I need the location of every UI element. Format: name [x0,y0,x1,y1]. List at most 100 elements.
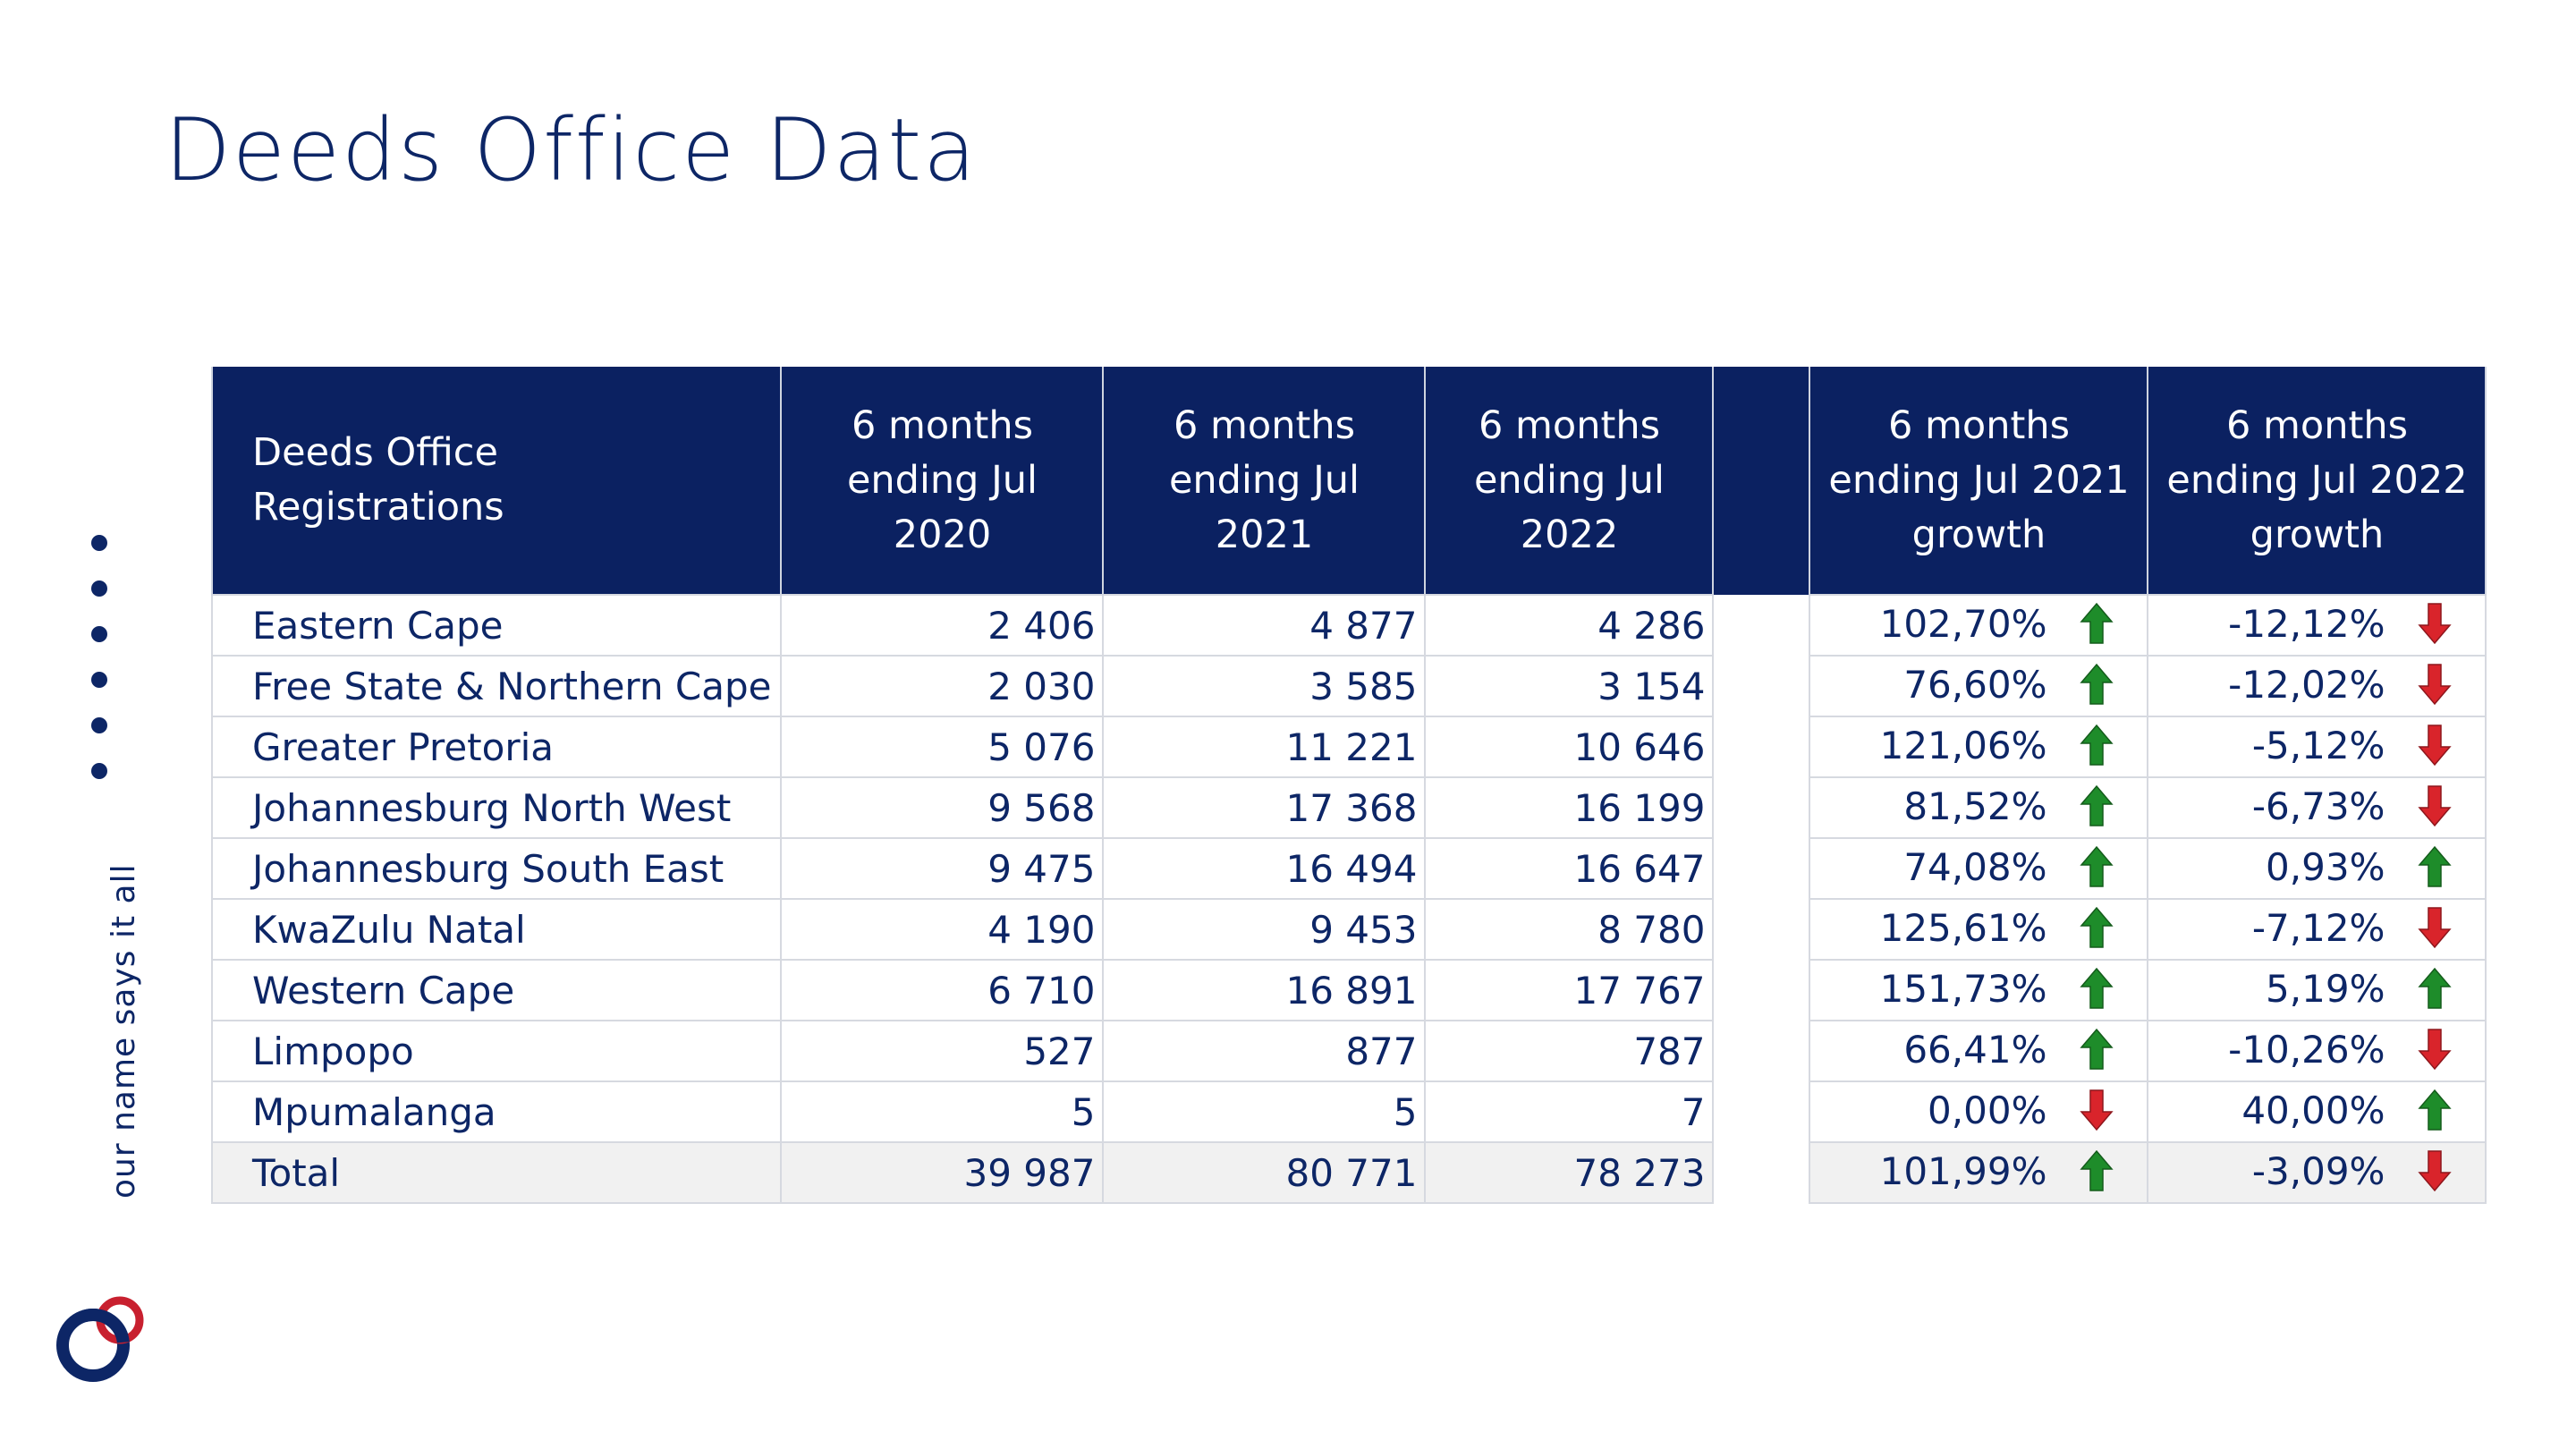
table-row: Limpopo 527 877 787 66,41% -10,26% [210,1020,2487,1082]
growth-value: 40,00% [2241,1089,2385,1133]
value-2020: 527 [780,1020,1105,1082]
region-name: Western Cape [210,959,783,1021]
growth-value: 74,08% [1903,845,2047,890]
region-name: Mpumalanga [210,1080,783,1143]
growth-value: 0,00% [1928,1089,2047,1133]
table-row: KwaZulu Natal 4 190 9 453 8 780 125,61% -7,12… [210,898,2487,961]
value-2021: 16 494 [1102,837,1427,900]
header-2020-text: 6 months ending Jul 2020 [846,402,1038,557]
growth-2022: 0,93% [2147,837,2487,900]
header-2022-text: 6 months ending Jul 2022 [1473,402,1665,557]
dot [91,626,107,642]
growth-2021: 121,06% [1809,716,2149,778]
growth-2022: -5,12% [2147,716,2487,778]
value-2022: 7 [1424,1080,1715,1143]
growth-value: 66,41% [1903,1028,2047,1072]
growth-value: 102,70% [1879,602,2047,647]
column-spacer [1712,1081,1811,1142]
value-2021: 80 771 [1102,1141,1427,1204]
dot [91,580,107,597]
value-2021: 5 [1102,1080,1427,1143]
value-2022: 787 [1424,1020,1715,1082]
growth-2021: 0,00% [1809,1080,2149,1143]
table-row: Free State & Northern Cape 2 030 3 585 3 15… [210,655,2487,717]
growth-value: -12,02% [2228,663,2385,708]
growth-value: 0,93% [2266,845,2385,890]
growth-value: 101,99% [1879,1149,2047,1194]
arrow-down-icon [2418,785,2453,826]
deeds-registrations-table: Deeds Office Registrations 6 months ending… [210,367,2487,1204]
value-2020: 39 987 [780,1141,1105,1204]
value-2022: 4 286 [1424,594,1715,657]
decorative-dots [91,535,111,809]
header-2022: 6 months ending Jul 2022 [1424,367,1715,595]
region-name: Free State & Northern Cape [210,655,783,717]
growth-value: 76,60% [1903,663,2047,708]
growth-value: 81,52% [1903,784,2047,829]
column-spacer [1712,1142,1811,1203]
company-logo-icon [56,1296,144,1382]
growth-2021: 76,60% [1809,655,2149,717]
table-row: Mpumalanga 5 5 7 0,00% 40,00% [210,1080,2487,1143]
value-2021: 17 368 [1102,776,1427,839]
growth-2022: -7,12% [2147,898,2487,961]
table-row: Eastern Cape 2 406 4 877 4 286 102,70% -12,12… [210,594,2487,657]
value-2020: 5 076 [780,716,1105,778]
arrow-down-icon [2418,664,2453,705]
region-name: Eastern Cape [210,594,783,657]
value-2020: 5 [780,1080,1105,1143]
value-2020: 9 475 [780,837,1105,900]
growth-value: -7,12% [2251,906,2385,951]
growth-2022: -6,73% [2147,776,2487,839]
growth-value: -6,73% [2251,784,2385,829]
value-2022: 16 199 [1424,776,1715,839]
page-title: Deeds Office Data [165,100,978,200]
value-2020: 9 568 [780,776,1105,839]
value-2022: 10 646 [1424,716,1715,778]
value-2022: 3 154 [1424,655,1715,717]
dot [91,535,107,551]
dot [91,672,107,688]
table-row: Johannesburg North West 9 568 17 368 16 199… [210,776,2487,839]
arrow-up-icon [2080,724,2114,766]
value-2022: 17 767 [1424,959,1715,1021]
column-spacer [1712,838,1811,899]
column-spacer [1712,716,1811,777]
growth-2022: -10,26% [2147,1020,2487,1082]
header-growth-2021-text: 6 months ending Jul 2021 growth [1828,402,2130,557]
arrow-up-icon [2418,845,2453,887]
arrow-up-icon [2080,663,2114,705]
value-2020: 6 710 [780,959,1105,1021]
growth-2021: 74,08% [1809,837,2149,900]
header-growth-2022: 6 months ending Jul 2022 growth [2147,367,2487,595]
header-2021: 6 months ending Jul 2021 [1102,367,1427,595]
value-2021: 11 221 [1102,716,1427,778]
growth-2022: -12,12% [2147,594,2487,657]
region-name: Limpopo [210,1020,783,1082]
growth-value: -5,12% [2251,724,2385,768]
value-2021: 16 891 [1102,959,1427,1021]
column-spacer [1712,899,1811,960]
header-label: Deeds Office Registrations [210,367,783,595]
value-2020: 2 030 [780,655,1105,717]
arrow-down-icon [2418,603,2453,644]
growth-value: 5,19% [2266,967,2385,1012]
arrow-up-icon [2418,1089,2453,1131]
table-body: Eastern Cape 2 406 4 877 4 286 102,70% -12,12… [210,594,2487,1204]
value-2020: 2 406 [780,594,1105,657]
growth-value: 151,73% [1879,967,2047,1012]
growth-2021: 102,70% [1809,594,2149,657]
arrow-up-icon [2080,602,2114,644]
header-2020: 6 months ending Jul 2020 [780,367,1105,595]
value-2022: 78 273 [1424,1141,1715,1204]
table-row: Western Cape 6 710 16 891 17 767 151,73% 5,19… [210,959,2487,1021]
header-label-text: Deeds Office Registrations [252,430,504,530]
arrow-down-icon [2080,1089,2114,1131]
arrow-down-icon [2418,907,2453,948]
value-2022: 16 647 [1424,837,1715,900]
growth-value: -12,12% [2228,602,2385,647]
table-row: Johannesburg South East 9 475 16 494 16 647… [210,837,2487,900]
value-2021: 9 453 [1102,898,1427,961]
table-total-row: Total 39 987 80 771 78 273 101,99% -3,09% [210,1141,2487,1204]
growth-value: -3,09% [2251,1149,2385,1194]
